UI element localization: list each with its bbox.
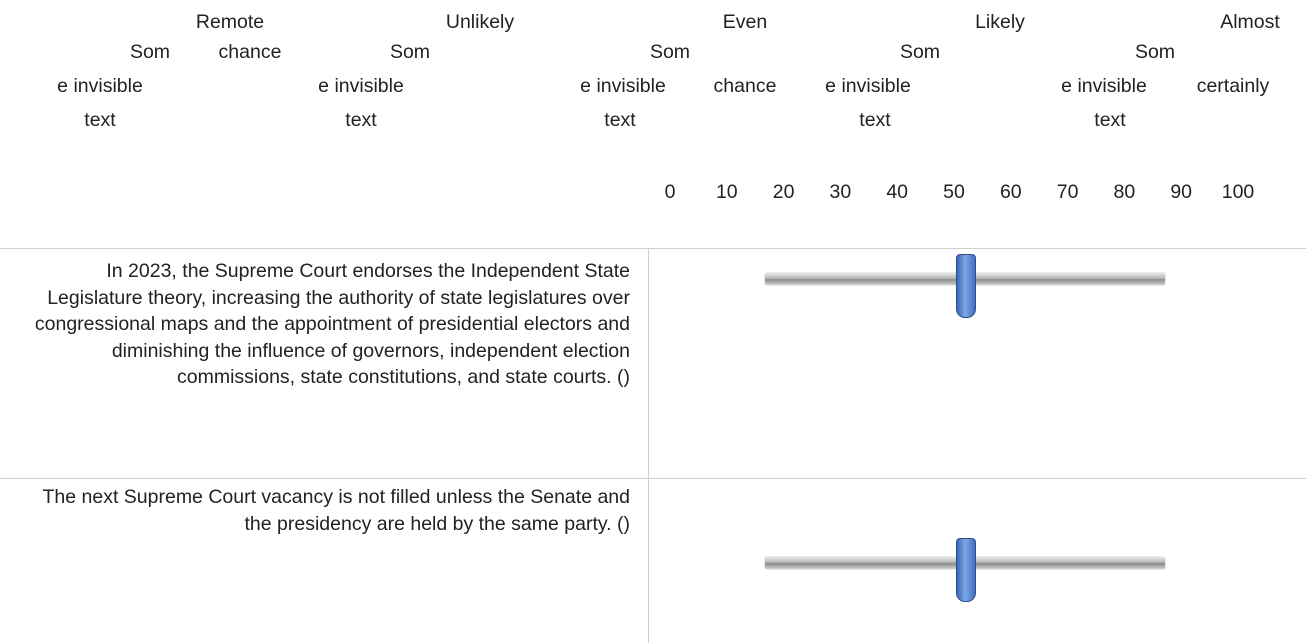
scale-tick: 80 bbox=[1113, 181, 1136, 203]
scale-label: chance bbox=[713, 75, 777, 97]
hidden-text: e invisible bbox=[1061, 75, 1147, 97]
column-divider bbox=[648, 248, 649, 478]
hidden-text: e invisible bbox=[57, 75, 143, 97]
column-divider bbox=[648, 479, 649, 643]
hidden-text: text bbox=[604, 109, 636, 131]
scale-label: Even bbox=[722, 11, 768, 33]
hidden-text: Som bbox=[1134, 41, 1176, 63]
scale-tick: 0 bbox=[664, 181, 676, 203]
scale-tick: 30 bbox=[829, 181, 852, 203]
scale-tick: 100 bbox=[1221, 181, 1255, 203]
slider-handle[interactable] bbox=[956, 538, 976, 602]
scale-tick: 70 bbox=[1056, 181, 1079, 203]
scale-tick: 20 bbox=[772, 181, 795, 203]
question-text: In 2023, the Supreme Court endorses the … bbox=[34, 260, 630, 389]
question-text: The next Supreme Court vacancy is not fi… bbox=[42, 486, 630, 535]
hidden-text: text bbox=[84, 109, 116, 131]
hidden-text: Som bbox=[899, 41, 941, 63]
scale-tick: 50 bbox=[943, 181, 965, 203]
hidden-text: Som bbox=[129, 41, 171, 63]
divider bbox=[0, 248, 1306, 249]
hidden-text: Som bbox=[649, 41, 691, 63]
hidden-text: text bbox=[1094, 109, 1126, 131]
scale-tick: 60 bbox=[999, 181, 1022, 203]
scale-label: certainly bbox=[1196, 75, 1270, 97]
scale-label: Likely bbox=[975, 11, 1025, 33]
hidden-text: e invisible bbox=[318, 75, 404, 97]
scale-label: Almost bbox=[1220, 11, 1280, 33]
slider-handle[interactable] bbox=[956, 254, 976, 318]
divider bbox=[0, 478, 1306, 479]
scale-tick: 40 bbox=[886, 181, 909, 203]
scale-tick: 90 bbox=[1170, 181, 1193, 203]
scale-tick: 10 bbox=[715, 181, 738, 203]
scale-label: Unlikely bbox=[445, 11, 515, 33]
scale-label: chance bbox=[218, 41, 282, 63]
hidden-text: Som bbox=[389, 41, 431, 63]
hidden-text: e invisible bbox=[580, 75, 666, 97]
hidden-text: e invisible bbox=[825, 75, 911, 97]
scale-label: Remote bbox=[195, 11, 265, 33]
hidden-text: text bbox=[345, 109, 377, 131]
hidden-text: text bbox=[859, 109, 891, 131]
